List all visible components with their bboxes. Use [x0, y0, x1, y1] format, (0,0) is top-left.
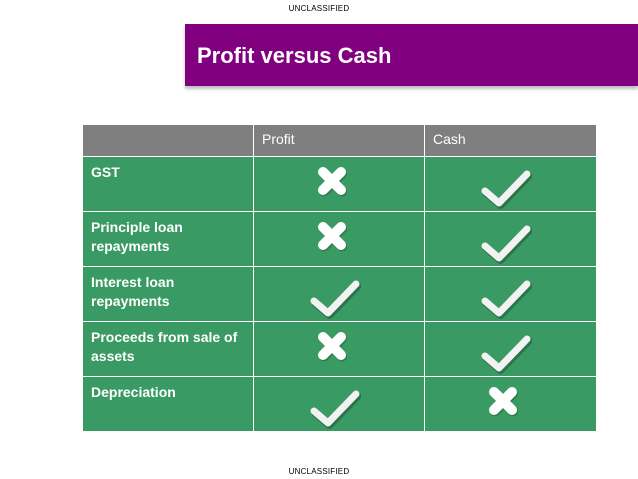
row-label: Depreciation — [82, 376, 254, 432]
checkmark-icon — [480, 224, 532, 264]
checkmark-icon — [480, 279, 532, 319]
profit-cell — [253, 156, 425, 212]
table-header-row: Profit Cash — [82, 124, 597, 157]
cross-icon — [316, 165, 348, 197]
slide-title: Profit versus Cash — [197, 43, 392, 68]
table-row: Proceeds from sale of assets — [82, 321, 597, 377]
comparison-table: Profit Cash GST Principle loan repayment… — [82, 124, 597, 432]
classification-label-bottom: UNCLASSIFIED — [288, 467, 350, 476]
profit-cell — [253, 376, 425, 432]
checkmark-icon — [480, 169, 532, 209]
row-label: Interest loan repayments — [82, 266, 254, 322]
table-row: Principle loan repayments — [82, 211, 597, 267]
header-cell-profit: Profit — [253, 124, 425, 157]
checkmark-icon — [309, 389, 361, 429]
profit-cell — [253, 211, 425, 267]
checkmark-icon — [309, 279, 361, 319]
table-row: GST — [82, 156, 597, 212]
cash-cell — [424, 156, 597, 212]
row-label: GST — [82, 156, 254, 212]
row-label: Proceeds from sale of assets — [82, 321, 254, 377]
cash-cell — [424, 211, 597, 267]
profit-cell — [253, 266, 425, 322]
header-cell-cash: Cash — [424, 124, 597, 157]
cross-icon — [316, 220, 348, 252]
cash-cell — [424, 376, 597, 432]
cash-cell — [424, 321, 597, 377]
cash-cell — [424, 266, 597, 322]
table-row: Interest loan repayments — [82, 266, 597, 322]
table-row: Depreciation — [82, 376, 597, 432]
cross-icon — [316, 330, 348, 362]
title-banner: Profit versus Cash — [185, 24, 638, 86]
row-label: Principle loan repayments — [82, 211, 254, 267]
classification-label-top: UNCLASSIFIED — [288, 4, 350, 13]
checkmark-icon — [480, 334, 532, 374]
header-cell-blank — [82, 124, 254, 157]
cross-icon — [487, 385, 519, 417]
profit-cell — [253, 321, 425, 377]
